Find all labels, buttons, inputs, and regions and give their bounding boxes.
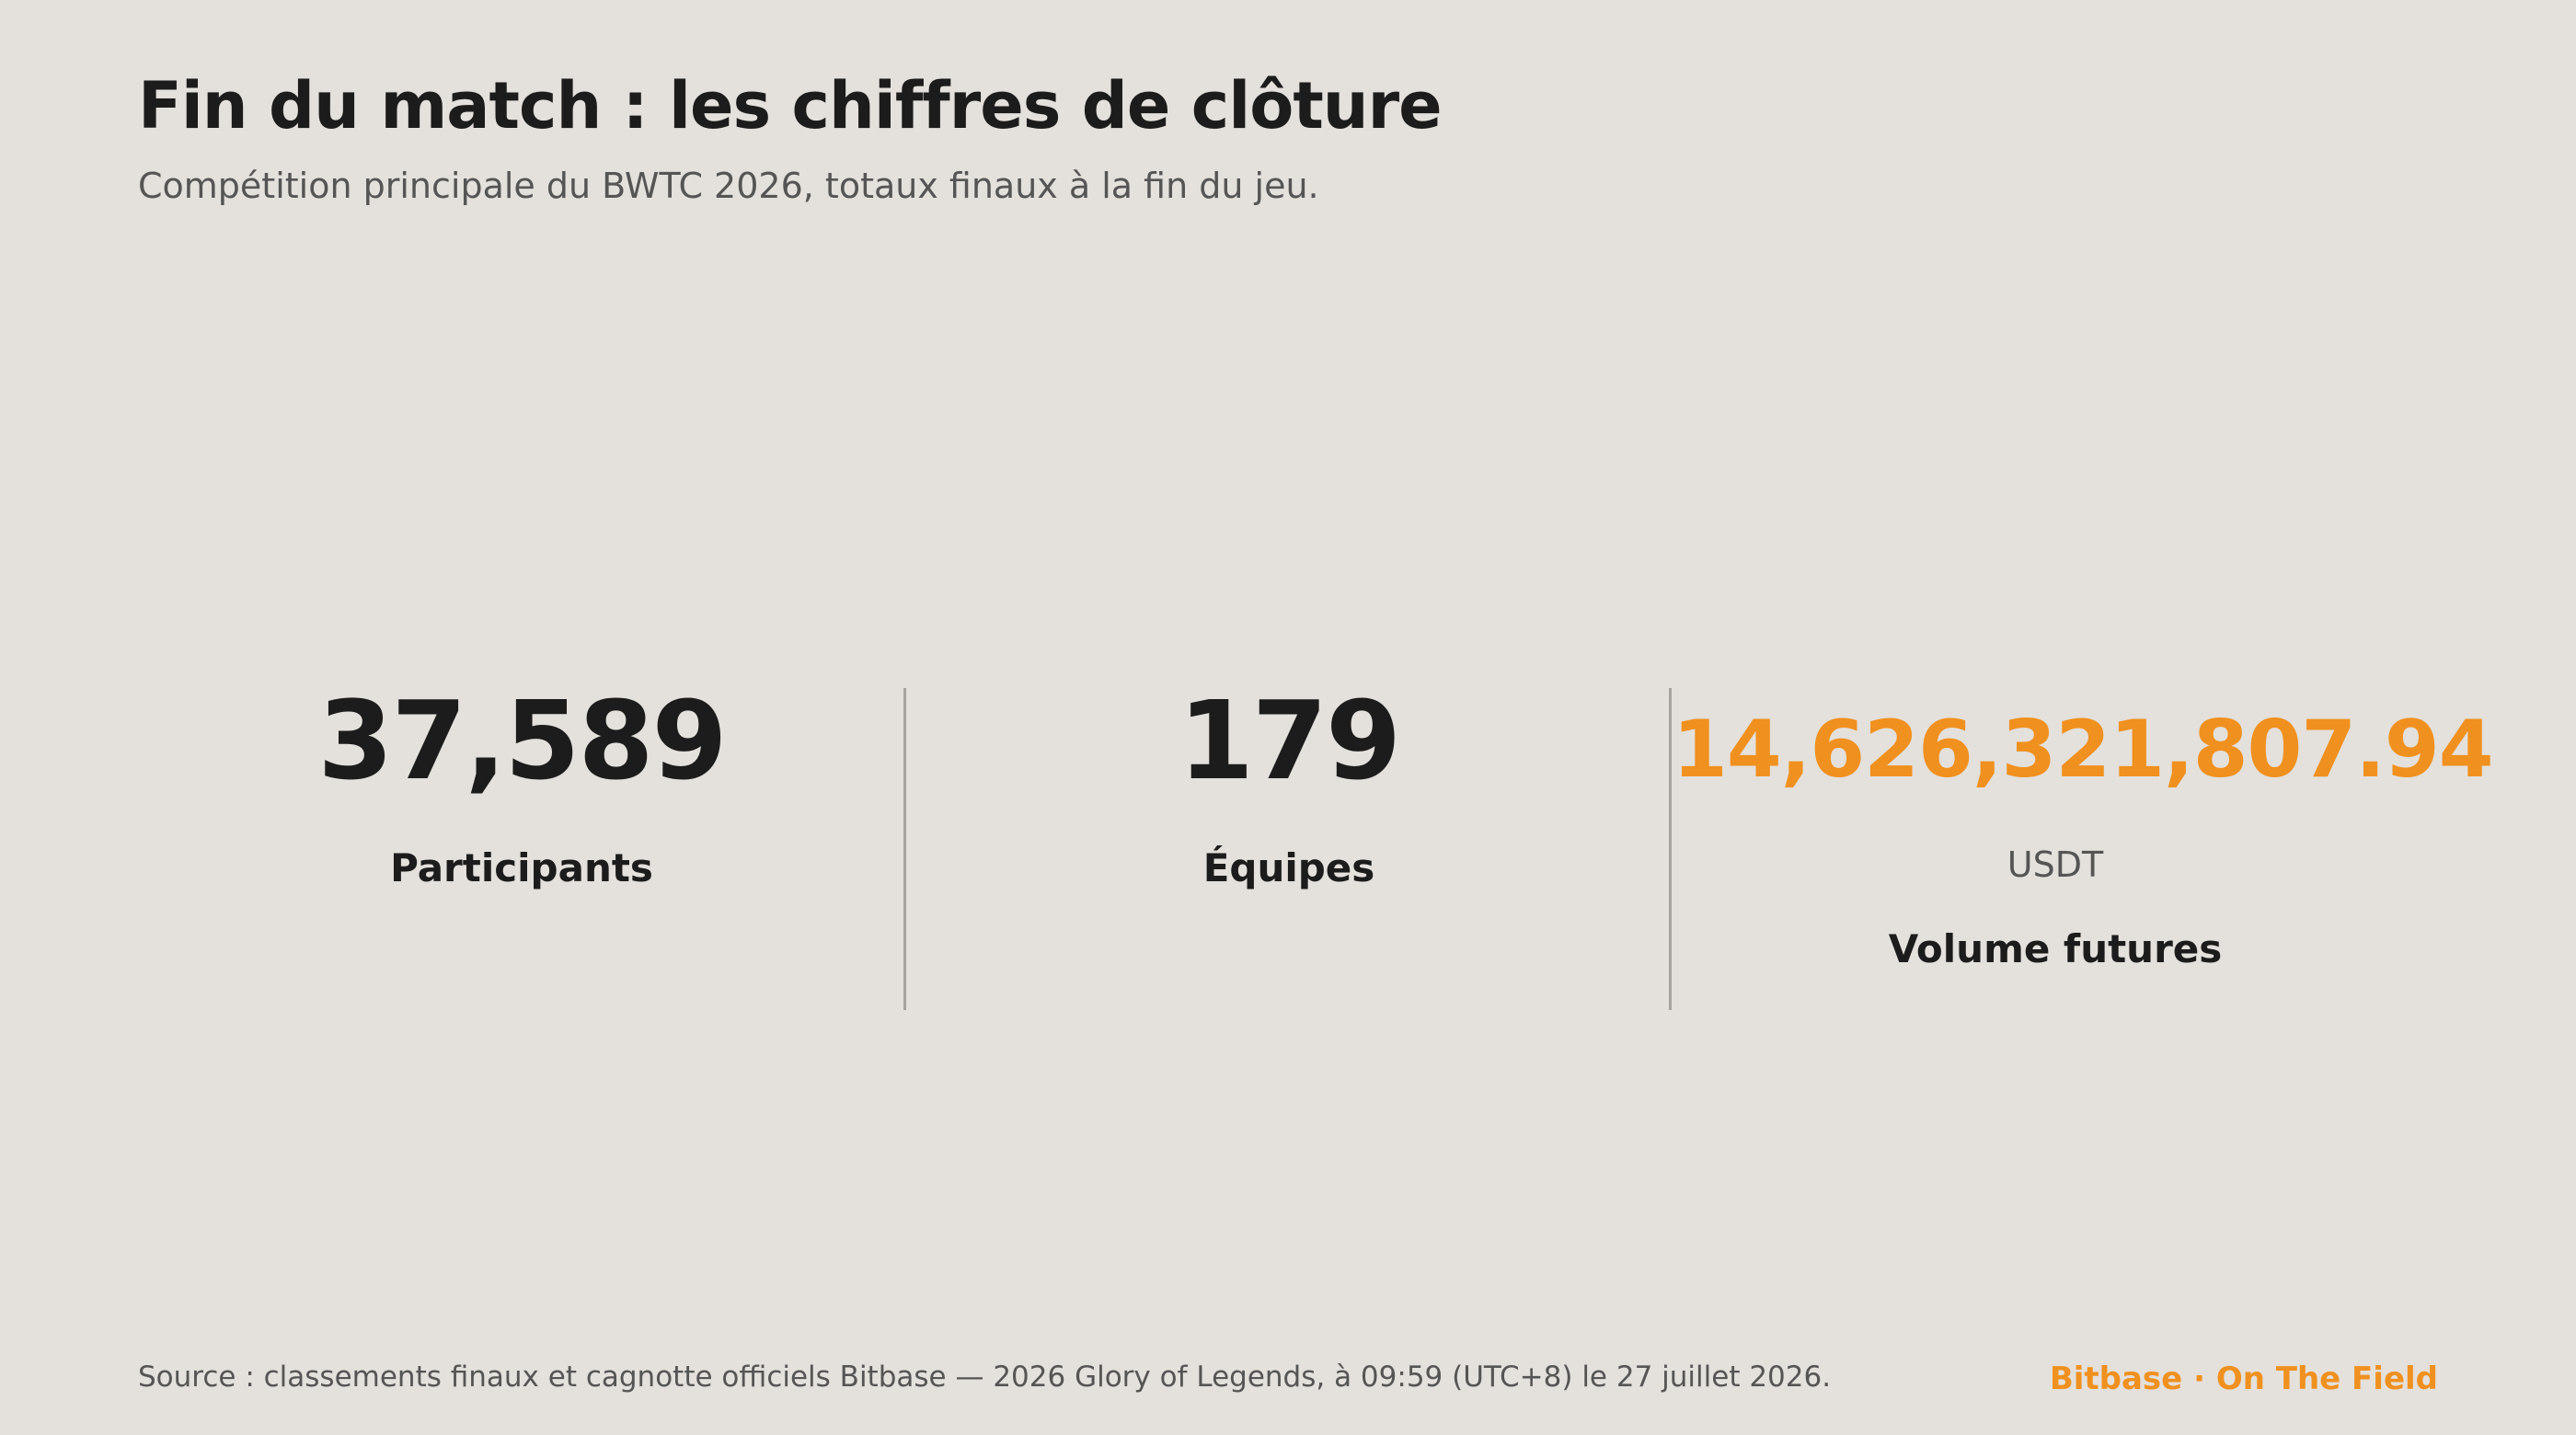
stat-futures-volume-unit: USDT — [2007, 844, 2104, 885]
stat-participants: 37,589 Participants — [138, 681, 905, 1012]
stat-participants-label: Participants — [390, 845, 653, 890]
stat-divider — [903, 688, 906, 1010]
source-note: Source : classements finaux et cagnotte … — [138, 1360, 1832, 1394]
stat-futures-volume: 14,626,321,807.94 USDT Volume futures — [1673, 681, 2494, 1012]
stats-row: 37,589 Participants 179 Équipes 14,626,3… — [138, 681, 2494, 1012]
stat-divider — [1669, 688, 1672, 1010]
brand-logo-text: Bitbase · On The Field — [2049, 1360, 2438, 1397]
stat-teams-label: Équipes — [1202, 845, 1375, 890]
stat-teams: 179 Équipes — [905, 681, 1673, 1012]
stat-participants-value: 37,589 — [317, 677, 727, 804]
stat-futures-volume-value: 14,626,321,807.94 — [1673, 704, 2494, 796]
page-subtitle: Compétition principale du BWTC 2026, tot… — [138, 166, 1319, 206]
page-title: Fin du match : les chiffres de clôture — [138, 68, 1443, 144]
stat-futures-volume-label: Volume futures — [1888, 926, 2223, 971]
stat-teams-value: 179 — [1178, 677, 1401, 804]
